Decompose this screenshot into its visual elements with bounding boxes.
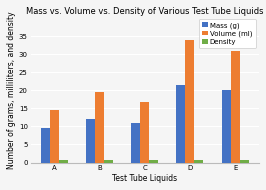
- Bar: [50, 110, 59, 162]
- Bar: [131, 123, 140, 162]
- Legend: Mass (g), Volume (ml), Density: Mass (g), Volume (ml), Density: [198, 19, 256, 48]
- Bar: [95, 92, 104, 162]
- Title: Mass vs. Volume vs. Density of Various Test Tube Liquids: Mass vs. Volume vs. Density of Various T…: [26, 7, 264, 16]
- Bar: [231, 51, 240, 162]
- X-axis label: Test Tube Liquids: Test Tube Liquids: [112, 174, 177, 183]
- Bar: [149, 160, 158, 162]
- Y-axis label: Number of grams, milliliters, and density: Number of grams, milliliters, and densit…: [7, 11, 16, 169]
- Bar: [185, 40, 194, 162]
- Bar: [176, 85, 185, 162]
- Bar: [41, 128, 50, 162]
- Bar: [140, 102, 149, 162]
- Bar: [104, 160, 113, 162]
- Bar: [240, 160, 249, 162]
- Bar: [59, 160, 68, 162]
- Bar: [86, 119, 95, 162]
- Bar: [222, 90, 231, 162]
- Bar: [194, 160, 203, 162]
